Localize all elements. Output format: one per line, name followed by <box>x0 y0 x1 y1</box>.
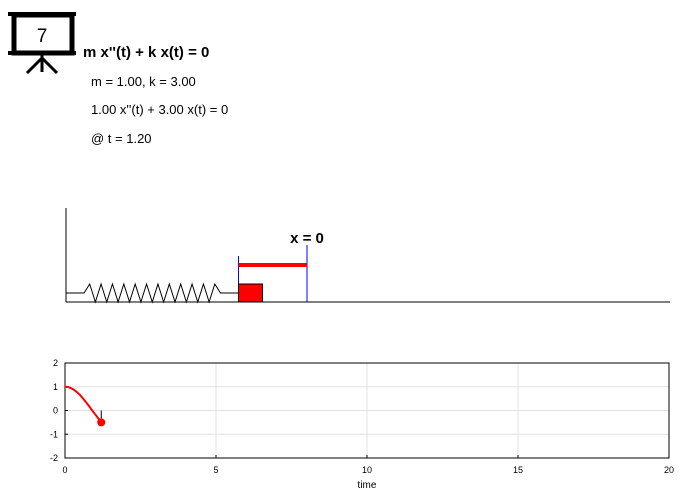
y-tick-label: 0 <box>53 406 58 416</box>
series-layer <box>64 385 106 427</box>
x-axis-label: time <box>358 480 377 491</box>
chart-grid <box>64 362 670 459</box>
equilibrium-label: x = 0 <box>290 230 324 247</box>
position-time-chart: 0 5 10 15 20 210-1-2 time <box>50 358 674 491</box>
mass-block <box>238 283 263 303</box>
slide-number: 7 <box>37 26 48 47</box>
projector-screen-icon <box>8 12 76 75</box>
spring <box>66 282 239 304</box>
y-tick-label: -1 <box>50 429 58 439</box>
x-tick-label: 10 <box>362 465 372 475</box>
time-label: @ t = 1.20 <box>91 131 152 146</box>
y-tick-label: 1 <box>53 382 58 392</box>
x-tick-label: 20 <box>664 465 674 475</box>
equation-params: m = 1.00, k = 3.00 <box>91 74 196 89</box>
series-line <box>64 385 103 423</box>
spring-mass-scene: x = 0 <box>65 208 670 304</box>
x-tick-label: 15 <box>513 465 523 475</box>
equation-substituted: 1.00 x''(t) + 3.00 x(t) = 0 <box>91 102 228 117</box>
x-tick-label: 0 <box>62 465 67 475</box>
y-tick-label: -2 <box>50 453 58 463</box>
y-tick-label: 2 <box>53 358 58 368</box>
current-point <box>97 418 106 427</box>
equation-title: m x''(t) + k x(t) = 0 <box>83 44 209 61</box>
x-tick-label: 5 <box>213 465 218 475</box>
